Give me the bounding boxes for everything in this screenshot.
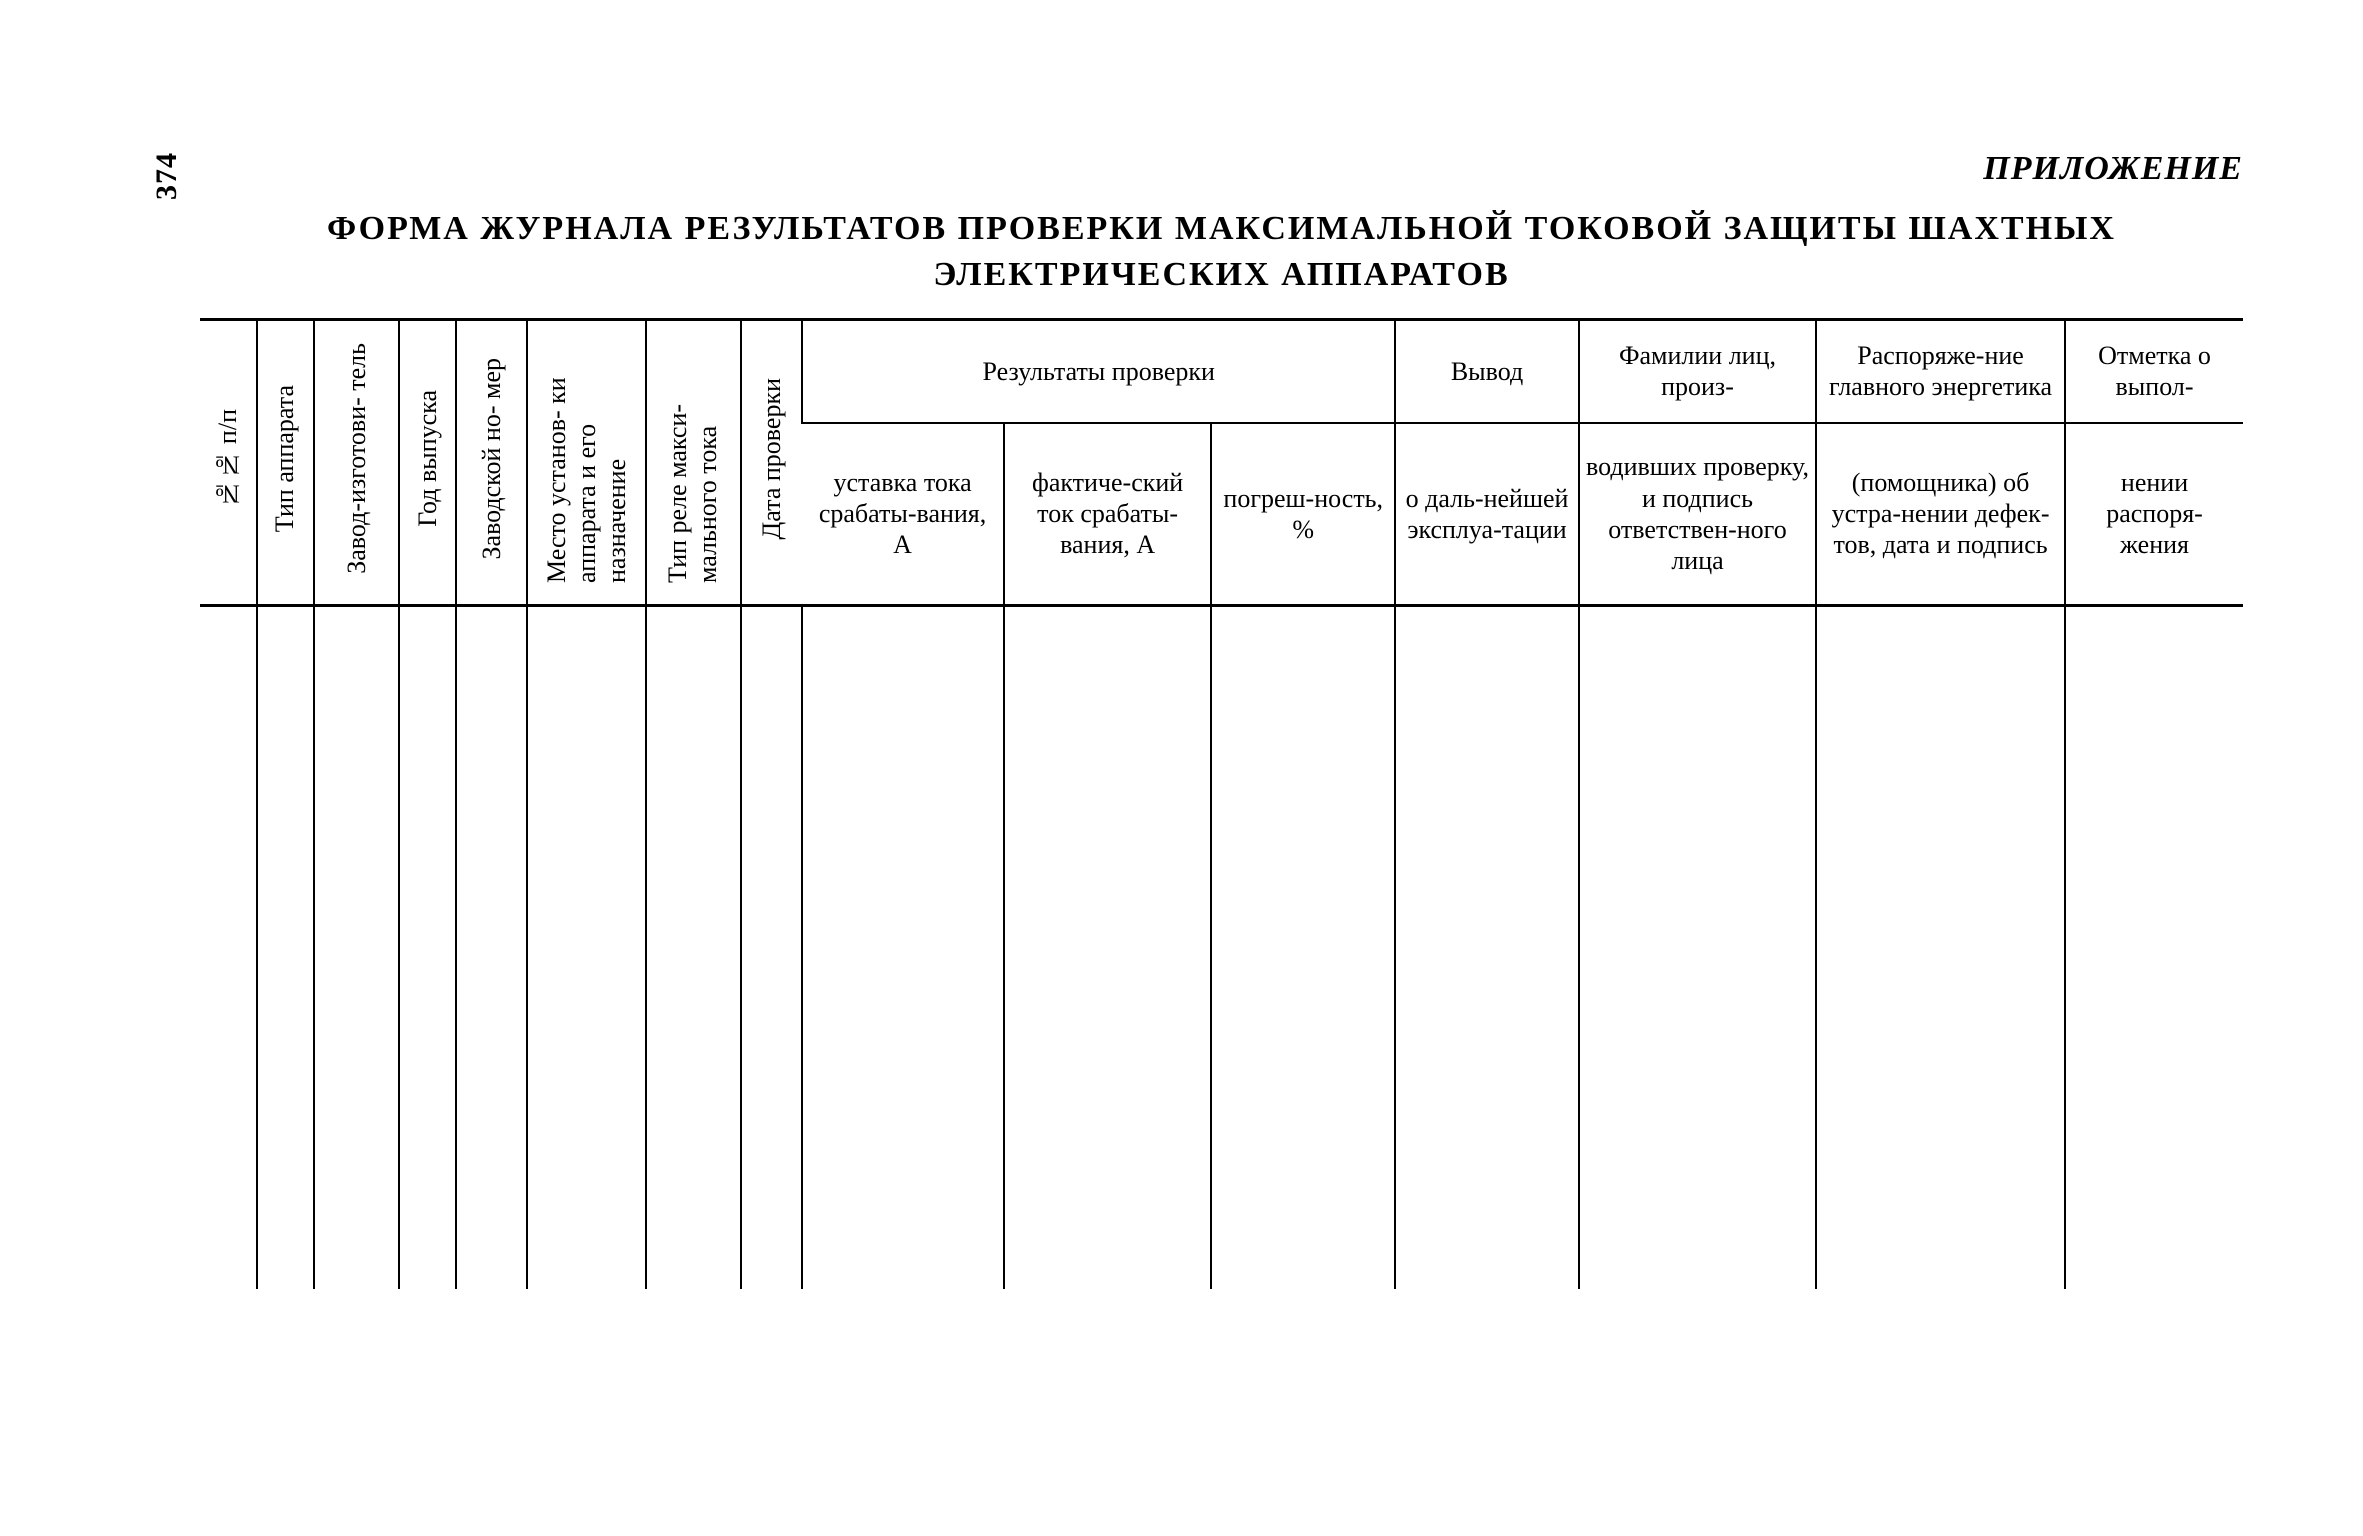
col-conclusion-top: Вывод	[1395, 319, 1579, 422]
col-relay-type: Тип реле макси- мального тока	[646, 319, 741, 605]
table-row	[200, 605, 2243, 1289]
appendix-label: ПРИЛОЖЕНИЕ	[200, 150, 2243, 188]
col-order-bot: (помощника) об устра-нении дефек-тов, да…	[1816, 423, 2065, 606]
col-install-location: Место установ- ки аппарата и его назначе…	[527, 319, 646, 605]
form-title: ФОРМА ЖУРНАЛА РЕЗУЛЬТАТОВ ПРОВЕРКИ МАКСИ…	[251, 206, 2192, 298]
col-setpoint: уставка тока срабаты-вания, А	[802, 423, 1004, 606]
col-mark-bot: нении распоря-жения	[2065, 423, 2243, 606]
col-apparatus-type: Тип аппарата	[257, 319, 314, 605]
col-mark-top: Отметка о выпол-	[2065, 319, 2243, 422]
title-line-2: ЭЛЕКТРИЧЕСКИХ АППАРАТОВ	[933, 256, 1509, 293]
journal-table: №№ п/п Тип аппарата Завод-изготови- тель…	[200, 318, 2243, 1289]
page: 374 ПРИЛОЖЕНИЕ ФОРМА ЖУРНАЛА РЕЗУЛЬТАТОВ…	[0, 0, 2363, 1536]
col-conclusion-bot: о даль-нейшей эксплуа-тации	[1395, 423, 1579, 606]
col-actual-current: фактиче-ский ток срабаты-вания, А	[1004, 423, 1211, 606]
col-factory-number: Заводской но- мер	[456, 319, 527, 605]
col-error: погреш-ность, %	[1211, 423, 1395, 606]
col-results-group: Результаты проверки	[802, 319, 1395, 422]
col-serial: №№ п/п	[200, 319, 257, 605]
col-year: Год выпуска	[399, 319, 456, 605]
table-header: №№ п/п Тип аппарата Завод-изготови- тель…	[200, 319, 2243, 605]
page-number: 374	[150, 152, 184, 200]
col-surnames-bot: водивших проверку, и подпись ответствен-…	[1579, 423, 1816, 606]
col-surnames-top: Фамилии лиц, произ-	[1579, 319, 1816, 422]
col-manufacturer: Завод-изготови- тель	[314, 319, 399, 605]
col-order-top: Распоряже-ние главного энергетика	[1816, 319, 2065, 422]
col-check-date: Дата проверки	[741, 319, 803, 605]
title-line-1: ФОРМА ЖУРНАЛА РЕЗУЛЬТАТОВ ПРОВЕРКИ МАКСИ…	[327, 210, 2116, 247]
table-body	[200, 605, 2243, 1289]
